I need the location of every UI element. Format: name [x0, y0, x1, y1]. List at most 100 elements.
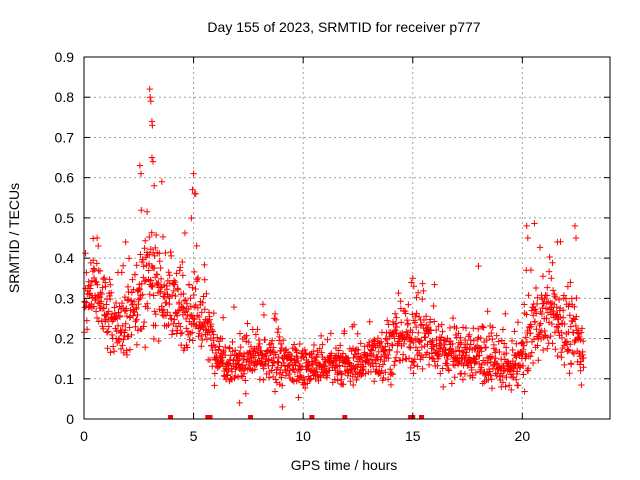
data-point: [483, 336, 490, 344]
data-point: [256, 376, 264, 383]
data-point: [410, 370, 417, 377]
data-point: [505, 382, 513, 389]
data-point: [136, 162, 144, 169]
data-point: [567, 323, 575, 330]
data-point: [372, 360, 380, 367]
data-point: [182, 315, 190, 323]
data-point: [457, 370, 465, 377]
data-point: [266, 341, 273, 348]
data-point: [429, 337, 436, 345]
data-point: [224, 372, 231, 379]
data-point: [420, 287, 427, 295]
data-point: [189, 284, 196, 291]
data-point: [389, 370, 397, 378]
data-point: [183, 325, 190, 332]
data-point: [163, 285, 171, 293]
data-point: [128, 331, 135, 339]
data-point: [295, 367, 303, 374]
data-point: [482, 344, 490, 351]
data-point: [141, 245, 148, 252]
data-point: [513, 340, 520, 347]
data-point: [379, 361, 387, 368]
data-point: [438, 321, 445, 328]
data-point: [462, 352, 469, 359]
data-point: [513, 354, 520, 361]
data-point: [551, 329, 559, 336]
data-point: [268, 337, 276, 344]
data-point: [98, 298, 105, 305]
data-point: [431, 358, 438, 365]
data-point: [341, 327, 348, 335]
data-point: [549, 259, 556, 266]
data-point: [502, 383, 509, 390]
data-point: [562, 295, 570, 302]
data-point: [191, 316, 198, 323]
data-point: [145, 267, 152, 274]
data-point: [90, 235, 97, 242]
data-point: [178, 303, 186, 310]
data-point: [180, 304, 187, 311]
data-point: [103, 301, 110, 308]
data-point: [174, 286, 182, 293]
data-point: [134, 311, 141, 319]
data-point: [255, 352, 262, 359]
data-point: [247, 343, 255, 350]
data-point: [347, 378, 354, 385]
data-point: [209, 346, 216, 354]
data-point: [293, 349, 301, 356]
data-point: [319, 341, 326, 348]
data-point: [175, 299, 183, 306]
data-point: [250, 354, 258, 361]
data-point: [123, 305, 130, 312]
data-point: [226, 344, 233, 351]
data-point: [139, 256, 147, 263]
data-point: [354, 373, 361, 381]
data-point: [152, 310, 159, 318]
data-point: [163, 299, 170, 306]
data-point: [461, 336, 469, 344]
data-point: [384, 376, 392, 383]
data-point: [245, 338, 252, 346]
data-point: [201, 321, 208, 329]
data-point: [115, 337, 123, 345]
data-point: [570, 350, 578, 357]
data-point: [407, 364, 414, 372]
data-point: [487, 372, 494, 379]
data-point: [503, 374, 510, 381]
data-point: [296, 340, 304, 348]
data-point: [307, 366, 315, 374]
data-point: [168, 252, 175, 260]
data-point: [485, 333, 493, 340]
data-point: [203, 290, 210, 297]
data-point: [224, 361, 232, 368]
data-point: [397, 298, 404, 305]
data-point: [368, 347, 376, 355]
data-point: [344, 354, 352, 362]
data-point: [259, 301, 267, 308]
data-point: [95, 242, 102, 250]
data-point: [411, 319, 419, 326]
data-point: [495, 338, 502, 345]
data-point: [302, 349, 309, 357]
data-point: [484, 308, 491, 315]
data-point: [220, 347, 227, 355]
data-point: [580, 354, 587, 362]
data-point: [279, 337, 287, 344]
data-point: [338, 371, 345, 378]
data-point: [278, 382, 286, 389]
data-point: [172, 292, 179, 300]
data-point: [286, 367, 294, 374]
data-point: [150, 265, 158, 272]
data-point: [522, 334, 530, 341]
data-point: [354, 330, 361, 337]
data-point: [87, 285, 94, 292]
data-point: [540, 346, 547, 354]
data-point: [393, 323, 401, 331]
data-point: [523, 222, 530, 230]
data-point: [457, 334, 464, 341]
data-point: [123, 351, 131, 359]
data-point: [555, 321, 562, 328]
data-point: [87, 281, 94, 289]
data-point: [368, 356, 376, 363]
